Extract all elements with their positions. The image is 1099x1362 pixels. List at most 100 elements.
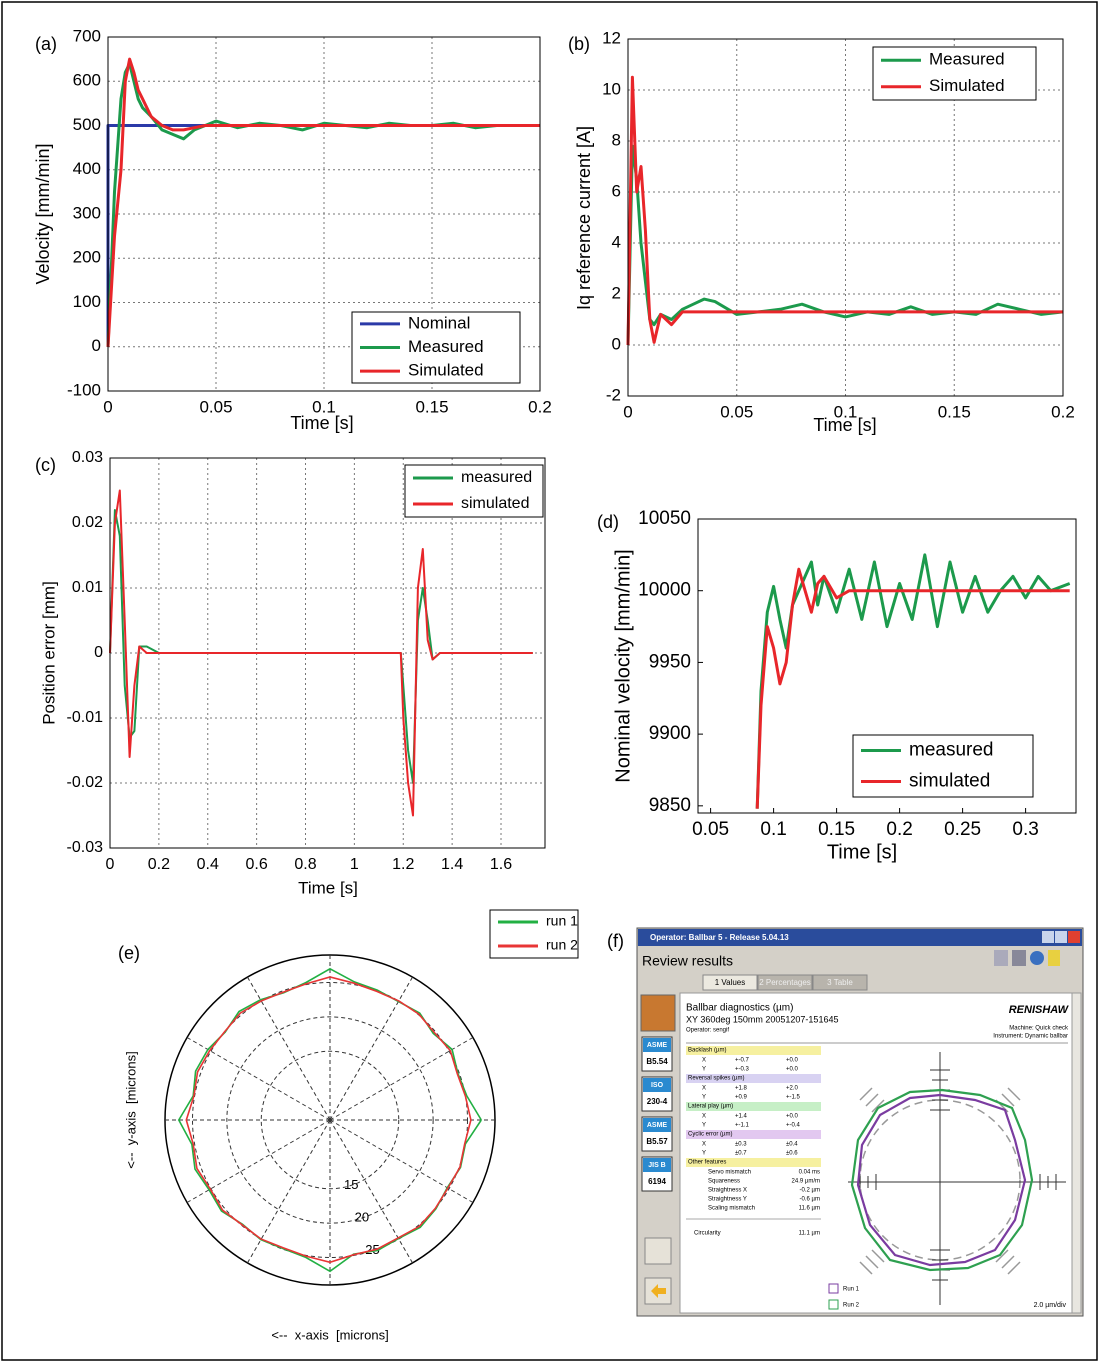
cell: 24.9 µm/m bbox=[792, 1179, 820, 1185]
x-axis-label: Time [s] bbox=[827, 841, 897, 863]
cell: Straightness X bbox=[708, 1188, 747, 1194]
operator: Operator: sengif bbox=[686, 1028, 729, 1034]
run1-trace bbox=[856, 1093, 1027, 1267]
tab-label: 2 Percentages bbox=[759, 978, 811, 987]
cell: +0.0 bbox=[786, 1114, 799, 1120]
x-tick-label: 0.1 bbox=[834, 402, 858, 421]
cell: Squareness bbox=[708, 1179, 740, 1185]
x-axis-label: Time [s] bbox=[290, 413, 353, 433]
y-tick-label: 0.02 bbox=[72, 514, 103, 531]
axes-frame bbox=[109, 457, 546, 849]
y-tick-label: -0.02 bbox=[67, 774, 104, 791]
x-tick-label: 0.4 bbox=[197, 856, 219, 873]
section-title: Reversal spikes (µm) bbox=[688, 1076, 744, 1082]
window-button bbox=[1068, 931, 1080, 943]
y-tick-label: 700 bbox=[73, 26, 101, 45]
y-tick-label: 6 bbox=[612, 181, 621, 200]
plot-hatch bbox=[859, 1087, 1021, 1275]
x-tick-label: 0.1 bbox=[312, 397, 336, 416]
x-tick-label: 0 bbox=[106, 856, 115, 873]
x-tick-label: 0.2 bbox=[1051, 402, 1075, 421]
y-tick-label: 400 bbox=[73, 159, 101, 178]
cell: X bbox=[702, 1114, 706, 1120]
y-tick-label: 10000 bbox=[638, 580, 691, 601]
x-tick-label: 0.3 bbox=[1012, 819, 1038, 840]
x-tick-label: 0.8 bbox=[294, 856, 316, 873]
section-band bbox=[686, 1102, 821, 1111]
cell: +-0.7 bbox=[735, 1058, 750, 1064]
y-tick-label: 0.03 bbox=[72, 449, 103, 466]
x-tick-label: 0.15 bbox=[938, 402, 971, 421]
y-tick-label: 300 bbox=[73, 203, 101, 222]
x-axis-label: <-- x-axis [microns] bbox=[271, 1327, 388, 1342]
cell: X bbox=[702, 1086, 706, 1092]
cell: -0.6 µm bbox=[800, 1197, 820, 1203]
cell: +-1.1 bbox=[735, 1123, 750, 1129]
x-tick-label: 0.2 bbox=[148, 856, 170, 873]
standard-band bbox=[643, 1158, 671, 1172]
y-tick-label: 9950 bbox=[649, 651, 691, 672]
scale-label: 2.0 µm/div bbox=[1034, 1302, 1067, 1309]
logo-icon bbox=[640, 994, 676, 1032]
y-axis-label: <-- y-axis [microns] bbox=[123, 1051, 138, 1168]
standard-label: 6194 bbox=[648, 1177, 666, 1186]
x-tick-label: 0.2 bbox=[528, 397, 552, 416]
x-tick-label: 1 bbox=[350, 856, 359, 873]
legend-label: Nominal bbox=[408, 313, 470, 332]
y-tick-label: 100 bbox=[73, 292, 101, 311]
tab[interactable] bbox=[702, 974, 758, 991]
heading: Review results bbox=[642, 953, 733, 969]
panel-label: (b) bbox=[568, 34, 590, 54]
panel-label: (f) bbox=[607, 931, 624, 951]
series-line bbox=[106, 57, 540, 347]
cell: +-1.5 bbox=[786, 1095, 801, 1101]
cell: Y bbox=[702, 1095, 706, 1101]
legend-label: Run 2 bbox=[843, 1303, 860, 1309]
scrollbar bbox=[1071, 992, 1082, 1314]
legend-label: simulated bbox=[461, 495, 529, 512]
legend-label: Simulated bbox=[929, 76, 1005, 95]
section-title: Lateral play (µm) bbox=[688, 1104, 733, 1110]
cell: +2.0 bbox=[786, 1086, 799, 1092]
x-tick-label: 0 bbox=[103, 397, 112, 416]
x-axis-label: Time [s] bbox=[298, 878, 358, 897]
cell: Y bbox=[702, 1151, 706, 1157]
x-tick-label: 0.05 bbox=[692, 819, 729, 840]
panel-label: (a) bbox=[35, 34, 57, 54]
y-tick-label: 9850 bbox=[649, 795, 691, 816]
tab[interactable] bbox=[812, 974, 868, 991]
y-axis-label: Iq reference current [A] bbox=[574, 126, 594, 310]
cell: 0.04 ms bbox=[799, 1170, 820, 1176]
instrument: Instrument: Dynamic ballbar bbox=[993, 1034, 1068, 1040]
tab[interactable] bbox=[757, 974, 813, 991]
section-band bbox=[686, 1074, 821, 1083]
x-tick-label: 1.6 bbox=[490, 856, 512, 873]
tab-label: 3 Table bbox=[827, 978, 853, 987]
legend-label: measured bbox=[909, 740, 994, 761]
home-button[interactable] bbox=[644, 1237, 672, 1265]
y-tick-label: 2 bbox=[612, 283, 621, 302]
x-tick-label: 0.15 bbox=[415, 397, 448, 416]
x-tick-label: 0.05 bbox=[720, 402, 753, 421]
y-tick-label: 10050 bbox=[638, 508, 691, 529]
cell: Y bbox=[702, 1123, 706, 1129]
cell: +-0.4 bbox=[786, 1123, 801, 1129]
section-title: Cyclic error (µm) bbox=[688, 1132, 732, 1138]
cell: +1.4 bbox=[735, 1114, 748, 1120]
legend-label: Run 1 bbox=[843, 1287, 860, 1293]
section-title: Other features bbox=[688, 1160, 726, 1166]
toolbar-icon bbox=[1048, 950, 1060, 966]
legend-label: simulated bbox=[909, 771, 990, 792]
y-tick-label: 8 bbox=[612, 130, 621, 149]
polar-ring bbox=[260, 1050, 400, 1190]
y-tick-label: 200 bbox=[73, 248, 101, 267]
run-icon bbox=[828, 1283, 839, 1294]
tick-lines bbox=[859, 1069, 1057, 1281]
y-tick-label: 0.01 bbox=[72, 579, 103, 596]
cell: +0.0 bbox=[786, 1058, 799, 1064]
cell: +-0.3 bbox=[735, 1067, 750, 1073]
y-tick-label: -2 bbox=[606, 385, 621, 404]
cell: X bbox=[702, 1142, 706, 1148]
y-tick-label: 4 bbox=[612, 232, 621, 251]
